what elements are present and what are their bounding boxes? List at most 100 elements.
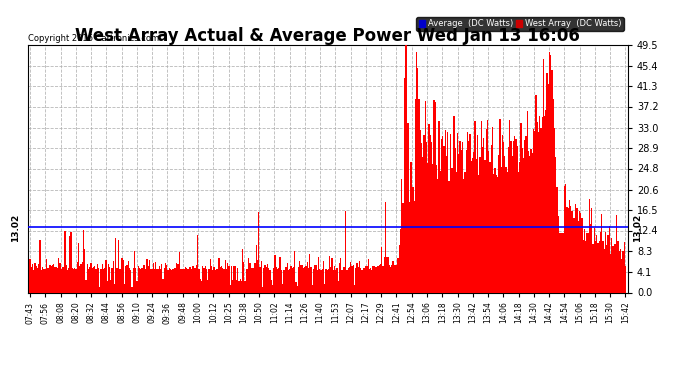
Bar: [41, 270, 42, 292]
Bar: [589, 199, 590, 292]
Bar: [288, 270, 289, 292]
Bar: [596, 236, 598, 292]
Bar: [461, 150, 462, 292]
Text: 13.02: 13.02: [11, 213, 20, 242]
Bar: [193, 268, 195, 292]
Bar: [57, 268, 58, 292]
Bar: [437, 179, 438, 292]
Bar: [574, 218, 575, 292]
Bar: [518, 172, 519, 292]
Bar: [256, 245, 257, 292]
Bar: [264, 265, 266, 292]
Bar: [598, 243, 599, 292]
Bar: [98, 268, 99, 292]
Bar: [50, 266, 52, 292]
Bar: [221, 266, 222, 292]
Bar: [152, 262, 154, 292]
Bar: [337, 281, 339, 292]
Bar: [453, 116, 455, 292]
Bar: [472, 158, 473, 292]
Bar: [59, 263, 61, 292]
Bar: [216, 269, 217, 292]
Bar: [559, 232, 560, 292]
Bar: [207, 279, 208, 292]
Bar: [89, 267, 90, 292]
Bar: [101, 264, 103, 292]
Bar: [526, 111, 528, 292]
Bar: [417, 68, 418, 292]
Bar: [543, 59, 544, 292]
Bar: [90, 263, 92, 292]
Bar: [346, 270, 348, 292]
Bar: [117, 268, 118, 292]
Bar: [488, 151, 489, 292]
Bar: [548, 84, 549, 292]
Bar: [353, 265, 354, 292]
Bar: [323, 261, 324, 292]
Bar: [121, 258, 123, 292]
Bar: [186, 268, 187, 292]
Bar: [553, 99, 554, 292]
Bar: [422, 157, 424, 292]
Bar: [88, 269, 89, 292]
Bar: [576, 208, 578, 292]
Bar: [115, 238, 117, 292]
Bar: [160, 269, 161, 292]
Bar: [224, 260, 226, 292]
Bar: [370, 268, 371, 292]
Bar: [517, 146, 518, 292]
Bar: [329, 256, 331, 292]
Bar: [413, 201, 415, 292]
Bar: [312, 285, 313, 292]
Bar: [141, 268, 143, 292]
Bar: [36, 266, 37, 292]
Bar: [162, 279, 164, 292]
Bar: [302, 265, 303, 292]
Bar: [266, 267, 267, 292]
Bar: [480, 157, 481, 292]
Bar: [508, 147, 509, 292]
Bar: [426, 142, 427, 292]
Bar: [433, 100, 435, 292]
Bar: [56, 267, 57, 292]
Bar: [151, 269, 152, 292]
Bar: [72, 268, 73, 292]
Bar: [242, 249, 244, 292]
Bar: [320, 270, 322, 292]
Bar: [464, 172, 466, 292]
Bar: [531, 153, 533, 292]
Bar: [119, 268, 120, 292]
Bar: [143, 265, 144, 292]
Bar: [75, 269, 77, 292]
Bar: [197, 235, 199, 292]
Bar: [252, 268, 253, 292]
Bar: [55, 267, 56, 292]
Bar: [33, 270, 34, 292]
Bar: [92, 268, 93, 292]
Bar: [68, 268, 69, 292]
Bar: [514, 136, 515, 292]
Bar: [600, 232, 601, 292]
Bar: [286, 267, 287, 292]
Bar: [218, 258, 219, 292]
Bar: [523, 158, 524, 292]
Bar: [539, 116, 540, 292]
Bar: [297, 285, 298, 292]
Bar: [226, 269, 227, 292]
Bar: [446, 156, 447, 292]
Bar: [228, 266, 230, 292]
Bar: [241, 281, 242, 292]
Bar: [537, 122, 538, 292]
Bar: [416, 52, 417, 292]
Bar: [529, 156, 531, 292]
Bar: [402, 203, 404, 292]
Bar: [452, 168, 453, 292]
Bar: [442, 136, 444, 292]
Bar: [63, 267, 64, 292]
Bar: [357, 267, 359, 292]
Bar: [135, 268, 137, 292]
Bar: [145, 269, 146, 292]
Bar: [284, 270, 286, 292]
Bar: [585, 241, 586, 292]
Bar: [148, 266, 149, 292]
